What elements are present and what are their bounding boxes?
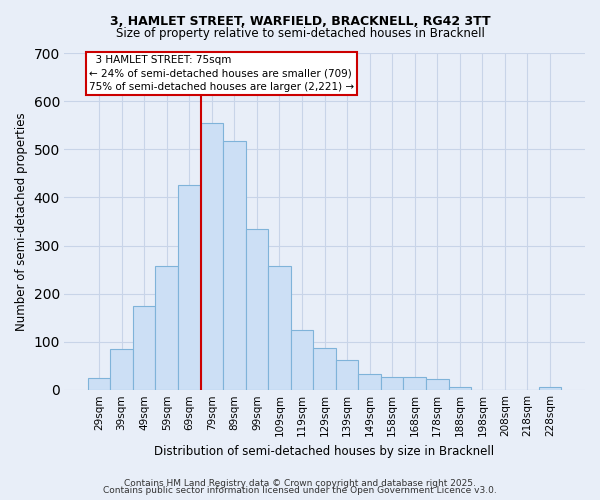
Bar [268,266,291,390]
Bar [200,123,223,390]
Y-axis label: Number of semi-detached properties: Number of semi-detached properties [15,112,28,331]
Bar [313,348,336,390]
Bar [449,386,471,390]
Text: Size of property relative to semi-detached houses in Bracknell: Size of property relative to semi-detach… [116,28,484,40]
Bar [155,266,178,390]
Bar [133,306,155,390]
Bar [336,360,358,390]
X-axis label: Distribution of semi-detached houses by size in Bracknell: Distribution of semi-detached houses by … [154,444,494,458]
Bar [110,349,133,390]
Bar [223,140,245,390]
Bar [426,380,449,390]
Bar [539,388,562,390]
Bar [358,374,381,390]
Text: 3 HAMLET STREET: 75sqm
← 24% of semi-detached houses are smaller (709)
75% of se: 3 HAMLET STREET: 75sqm ← 24% of semi-det… [89,56,354,92]
Bar [88,378,110,390]
Text: 3, HAMLET STREET, WARFIELD, BRACKNELL, RG42 3TT: 3, HAMLET STREET, WARFIELD, BRACKNELL, R… [110,15,490,28]
Bar [403,377,426,390]
Text: Contains public sector information licensed under the Open Government Licence v3: Contains public sector information licen… [103,486,497,495]
Text: Contains HM Land Registry data © Crown copyright and database right 2025.: Contains HM Land Registry data © Crown c… [124,478,476,488]
Bar [178,186,200,390]
Bar [381,377,403,390]
Bar [245,228,268,390]
Bar [291,330,313,390]
